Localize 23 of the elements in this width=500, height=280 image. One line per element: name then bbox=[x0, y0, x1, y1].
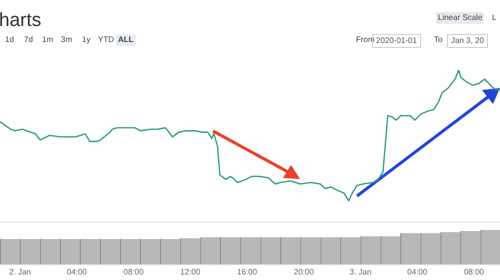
x-tick-label: 08:00 bbox=[464, 267, 485, 276]
text: 7d bbox=[23, 34, 34, 46]
x-tick-label: 12:00 bbox=[180, 267, 201, 276]
text: 3m bbox=[60, 34, 74, 46]
text: 1m bbox=[41, 34, 54, 46]
x-tick-label: 3. Jan bbox=[350, 267, 372, 276]
text: 2020-01-01 bbox=[376, 36, 417, 45]
x-tick-label: 20:00 bbox=[294, 267, 314, 276]
x-tick-label: 2. Jan bbox=[9, 267, 31, 276]
text: 1d bbox=[4, 34, 15, 46]
x-tick-label: 04:00 bbox=[66, 267, 88, 276]
text: From bbox=[356, 34, 375, 46]
text: 1y bbox=[81, 34, 92, 46]
text: To bbox=[434, 34, 442, 46]
text: Linear Scale bbox=[436, 12, 484, 24]
text: Jan 3, 20 bbox=[447, 34, 488, 48]
chart-title: harts bbox=[0, 10, 42, 32]
text: L bbox=[491, 12, 498, 24]
x-tick-label: 08:00 bbox=[124, 267, 144, 276]
text: ALL bbox=[116, 34, 136, 46]
x-tick-label: 04:00 bbox=[407, 267, 428, 276]
text: YTD bbox=[97, 34, 115, 46]
x-tick-label: 16:00 bbox=[237, 267, 258, 276]
